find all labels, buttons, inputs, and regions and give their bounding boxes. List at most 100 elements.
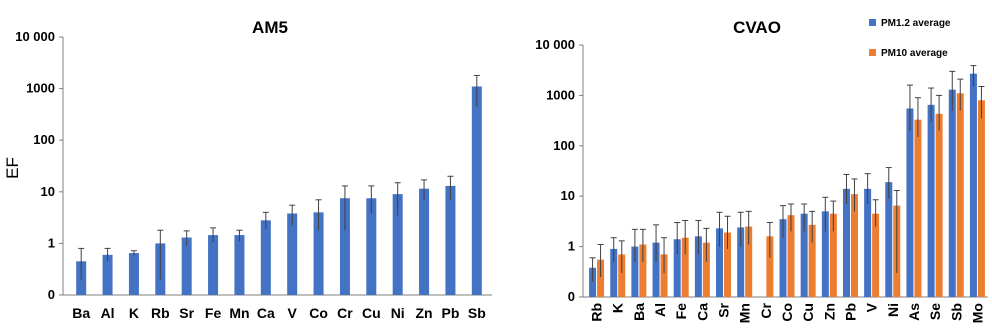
bar-ba-pm10 [639,244,647,297]
y-tick-label: 100 [33,132,55,147]
legend-swatch [869,19,876,26]
x-tick-label: Zn [416,305,433,321]
x-tick-label: Fe [205,305,222,321]
x-tick-label: Ni [391,305,405,321]
bar-mn [234,235,245,295]
legend-label: PM10 average [881,48,948,59]
bar-mn-pm10 [745,226,753,297]
bar-ca-pm10 [702,242,710,297]
y-tick-label: 10 000 [15,29,55,44]
legend-label: PM1.2 average [881,18,951,29]
bar-cu [366,198,377,295]
bar-v [287,213,298,295]
bar-sr-pm10 [724,232,732,297]
x-tick-label: Al [101,305,115,321]
x-tick-label: Sr [716,302,732,317]
x-tick-label: Mn [229,305,249,321]
bar-zn-pm1-2 [821,211,829,297]
y-tick-label: 0 [48,287,55,302]
bar-se-pm10 [935,113,943,297]
x-tick-label: V [864,302,880,312]
bar-zn-pm10 [829,213,837,297]
x-tick-label: K [129,305,139,321]
x-tick-label: Sr [179,305,194,321]
chart-panel-am5: AM5 EF 0 1 10 100 1000 10 000 Ba Al K Rb Sr Fe Mn Ca V Co… [3,18,492,321]
bar-cu-pm1-2 [800,213,808,297]
x-tick-label: Al [652,303,668,317]
y-tick-label: 1 [568,239,575,254]
bar-mo-pm1-2 [969,73,977,297]
x-tick-label: Cu [362,305,381,321]
x-tick-label: Cr [758,302,774,318]
y-tick-label: 100 [553,138,575,153]
bar-cr [339,198,350,295]
x-tick-label: Pb [441,305,459,321]
bar-sr [181,237,192,295]
chart-title: AM5 [252,18,288,37]
bar-ca-pm1-2 [694,236,702,297]
bar-k-pm10 [618,254,626,297]
x-tick-label: Pb [842,303,858,321]
x-tick-label: Cu [800,303,816,322]
x-tick-label: Mo [969,303,985,323]
x-tick-label: Rb [589,303,605,322]
x-tick-label: Fe [673,303,689,320]
y-tick-label: 0 [568,289,575,304]
bar-rb-pm1-2 [589,267,597,297]
x-tick-label: Sb [468,305,486,321]
bar-fe [208,235,219,295]
bar-al-pm10 [660,254,668,297]
x-tick-label: Ba [72,305,90,321]
y-tick-label: 10 [41,184,55,199]
x-tick-label: V [288,305,298,321]
bar-k [128,253,139,295]
x-tick-label: Sb [948,303,964,321]
x-tick-label: Co [779,303,795,322]
legend-swatch [869,49,876,56]
bar-cu-pm10 [808,224,816,297]
bar-sb-pm10 [956,93,964,297]
bar-v-pm1-2 [864,188,872,297]
bar-pb [445,185,456,295]
bar-co-pm1-2 [779,219,787,297]
bar-zn [419,188,430,295]
bar-sb-pm1-2 [948,89,956,297]
bar-fe-pm1-2 [673,239,681,297]
bar-co [313,212,324,295]
chart-title: CVAO [733,18,781,37]
x-tick-label: Cr [337,305,353,321]
bar-pb-pm1-2 [842,188,850,297]
bar-rb-pm10 [597,259,605,297]
bar-ni [392,194,403,295]
bar-sr-pm1-2 [716,228,724,297]
bar-se-pm1-2 [927,104,935,298]
bar-as-pm10 [914,119,922,297]
bar-fe-pm10 [681,237,689,297]
y-tick-label: 1000 [26,81,55,96]
y-axis-label: EF [3,157,22,179]
x-tick-label: Zn [821,303,837,320]
y-tick-label: 10 000 [535,37,575,52]
bar-sb [471,86,482,295]
bar-as-pm1-2 [906,108,914,297]
x-tick-label: Ca [257,305,275,321]
x-tick-label: Ni [885,303,901,317]
bar-k-pm1-2 [610,248,618,297]
x-tick-label: Ca [694,303,710,321]
x-tick-label: K [610,303,626,313]
y-tick-label: 1 [48,235,55,250]
bar-ba-pm1-2 [631,246,639,297]
x-tick-label: As [906,303,922,321]
y-tick-label: 10 [561,188,575,203]
bar-cr-pm10 [766,236,774,297]
bar-al-pm1-2 [652,242,660,297]
x-tick-label: Co [309,305,328,321]
chart-panel-cvao: CVAO 0 1 10 100 1000 10 000 Rb K Ba Al Fe Ca Sr Mn Cr Co… [535,18,988,323]
bar-ca [260,220,271,295]
bar-co-pm10 [787,215,795,297]
x-tick-label: Mn [737,303,753,323]
x-tick-label: Se [927,303,943,320]
x-tick-label: Rb [151,305,170,321]
bar-mn-pm1-2 [737,227,745,297]
bar-v-pm10 [872,213,880,297]
